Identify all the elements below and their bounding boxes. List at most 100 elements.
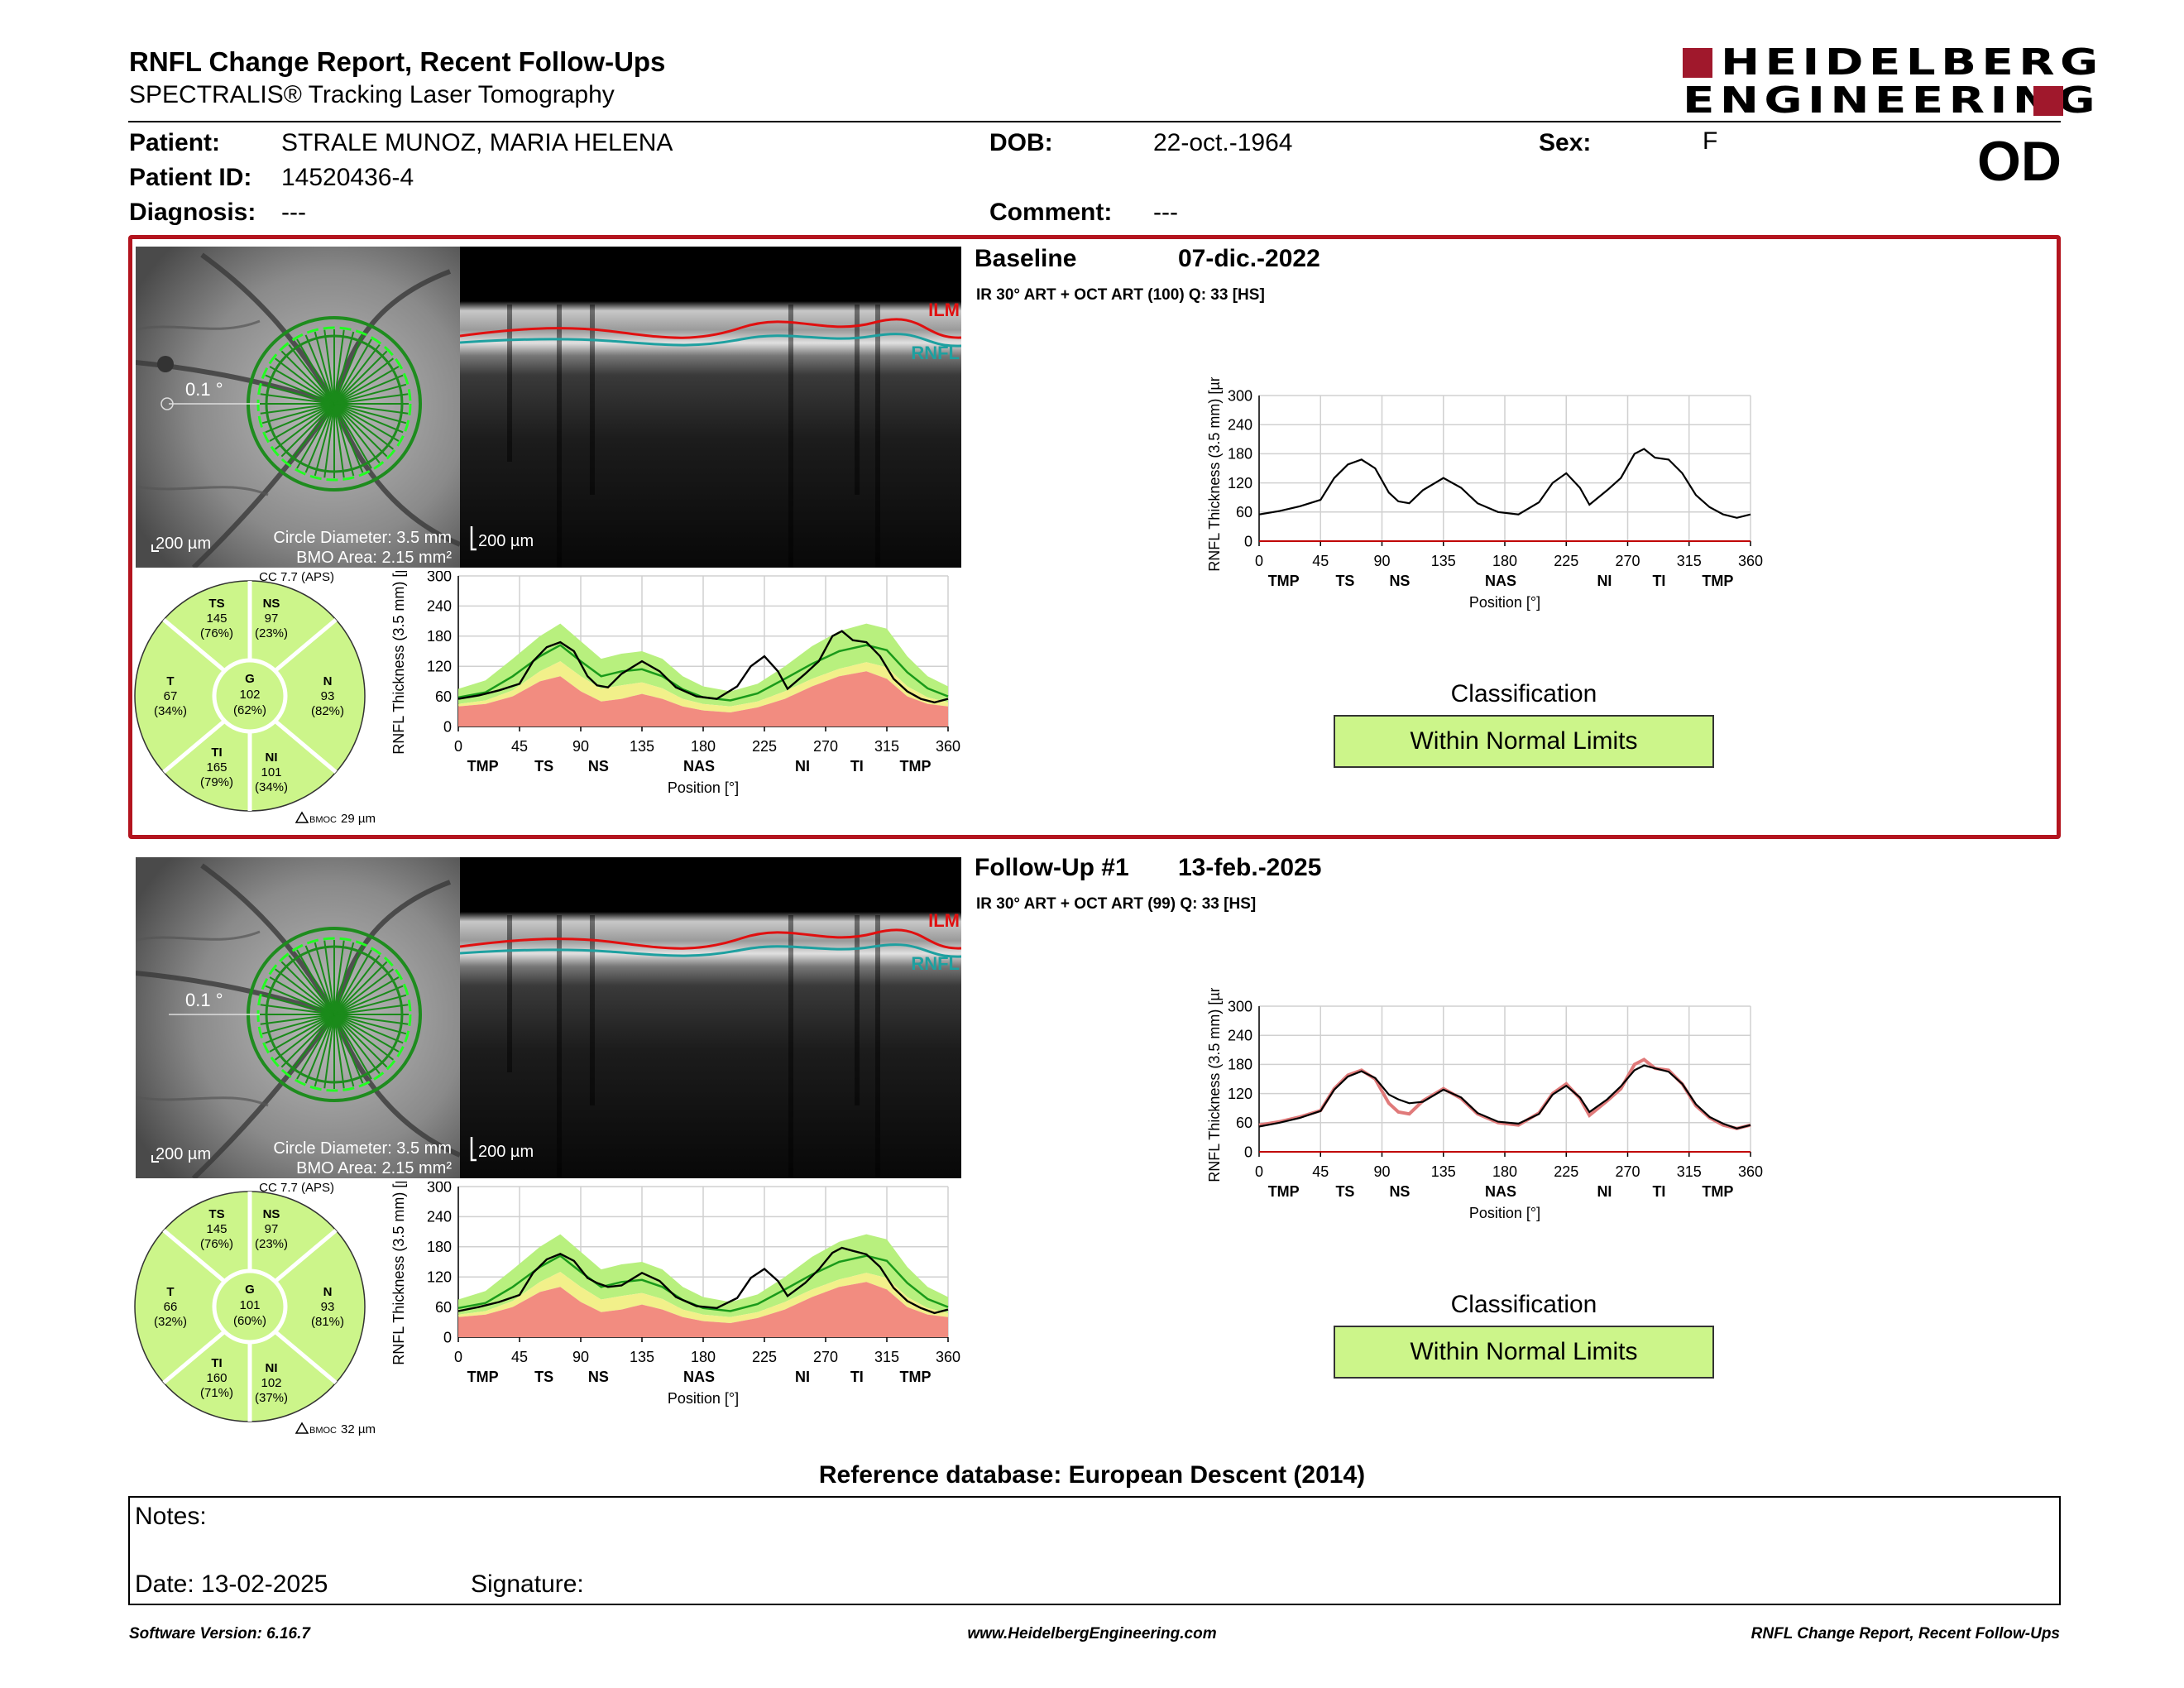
sector-t-value: 67 xyxy=(164,689,178,703)
sector-axis-label: NAS xyxy=(1485,573,1516,589)
logo-line-2: ENGINEERING xyxy=(1683,79,2100,122)
y-tick-label: 240 xyxy=(1228,417,1252,434)
circle-diameter-label: Circle Diameter: 3.5 mm xyxy=(273,529,452,547)
y-axis-title: RNFL Thickness (3.5 mm) [µm] xyxy=(390,571,407,755)
x-tick-label: 90 xyxy=(1373,553,1390,569)
sector-t-pct: (32%) xyxy=(154,1315,187,1329)
sector-n-pct: (81%) xyxy=(311,1315,344,1329)
sector-n-value: 93 xyxy=(321,1300,335,1314)
x-tick-label: 180 xyxy=(1492,1163,1517,1180)
cc-label: CC 7.7 (APS) xyxy=(259,570,334,584)
sector-ns-value: 97 xyxy=(265,611,279,626)
x-tick-label: 225 xyxy=(1554,1163,1578,1180)
sector-ti-label: TI xyxy=(211,1356,222,1370)
sector-ni-value: 102 xyxy=(261,1376,281,1390)
sector-g-pct: (62%) xyxy=(233,703,266,717)
classification-result: Within Normal Limits xyxy=(1334,1326,1714,1379)
x-tick-label: 0 xyxy=(454,1349,462,1365)
date-label: Date: 13-02-2025 xyxy=(135,1571,328,1598)
patient-id-label: Patient ID: xyxy=(129,164,252,191)
logo-square-top xyxy=(1683,48,1712,78)
sector-axis-label: TS xyxy=(1335,1183,1354,1200)
notes-label: Notes: xyxy=(135,1503,207,1530)
sector-n-pct: (82%) xyxy=(311,704,344,718)
exam-label: Follow-Up #1 xyxy=(975,854,1129,881)
diagnosis-value: --- xyxy=(281,199,306,226)
cc-label: CC 7.7 (APS) xyxy=(259,1181,334,1195)
logo-line-1: HEIDELBERG xyxy=(1721,41,2104,84)
y-tick-label: 180 xyxy=(427,628,452,645)
sector-g-pct: (60%) xyxy=(233,1314,266,1328)
delta-icon xyxy=(295,1422,309,1434)
x-tick-label: 135 xyxy=(1431,1163,1456,1180)
sector-axis-label: NS xyxy=(588,1369,609,1385)
sector-t-label: T xyxy=(166,674,174,688)
sector-ns-value: 97 xyxy=(265,1222,279,1236)
rnfl-profile-chart: 0 60 120 180 240 300 0 45 90 135 180 225 270 315 360 TM… xyxy=(1206,377,1763,611)
x-tick-label: 0 xyxy=(454,738,462,755)
x-tick-label: 315 xyxy=(874,1349,899,1365)
fundus-angle-label: 0.1 ° xyxy=(185,990,223,1010)
bmoc-value: 29 µm xyxy=(341,812,376,826)
outside-band xyxy=(458,671,948,727)
x-tick-label: 45 xyxy=(511,738,528,755)
baseline-frame xyxy=(128,235,2061,839)
sector-ts-pct: (76%) xyxy=(200,1237,233,1251)
sector-ti-pct: (71%) xyxy=(200,1386,233,1400)
y-tick-label: 120 xyxy=(1228,1086,1252,1102)
y-tick-label: 180 xyxy=(1228,1057,1252,1073)
x-tick-label: 315 xyxy=(1677,553,1702,569)
sector-axis-label: NAS xyxy=(1485,1183,1516,1200)
notes-box[interactable]: Notes: Date: 13-02-2025 Signature: xyxy=(128,1496,2061,1605)
report-title: RNFL Change Report, Recent Follow-Ups xyxy=(129,46,666,77)
y-tick-label: 60 xyxy=(1236,504,1252,520)
sector-chart: CC 7.7 (APS) TS 145 (76%) NS 97 (23%) T … xyxy=(134,570,376,826)
x-tick-label: 0 xyxy=(1255,553,1263,569)
sector-ts-label: TS xyxy=(208,1207,224,1221)
rnfl-label: RNFL xyxy=(911,343,960,363)
x-tick-label: 180 xyxy=(691,738,716,755)
y-tick-label: 120 xyxy=(427,1269,452,1286)
website-link[interactable]: www.HeidelbergEngineering.com xyxy=(967,1625,1217,1642)
signature-label: Signature: xyxy=(471,1571,584,1598)
fundus-image[interactable]: 0.1 ° 200 µm Circle Diameter: 3.5 mm BMO… xyxy=(136,247,460,568)
oct-bscan[interactable]: ILM RNFL 200 µm xyxy=(460,857,961,1178)
x-tick-label: 315 xyxy=(874,738,899,755)
x-tick-label: 45 xyxy=(511,1349,528,1365)
sector-g-value: 101 xyxy=(239,1298,260,1312)
sector-g-label: G xyxy=(245,672,255,686)
sector-ni-pct: (34%) xyxy=(255,780,288,794)
x-tick-label: 135 xyxy=(630,1349,654,1365)
sector-ns-label: NS xyxy=(263,597,280,611)
oct-bscan[interactable]: ILM RNFL 200 µm xyxy=(460,247,961,568)
y-tick-label: 240 xyxy=(1228,1028,1252,1044)
rnfl-label: RNFL xyxy=(911,953,960,974)
sector-ti-value: 165 xyxy=(206,760,227,774)
bmoc-value: 32 µm xyxy=(341,1422,376,1436)
sector-t-pct: (34%) xyxy=(154,704,187,718)
sector-axis-label: TMP xyxy=(1268,573,1300,589)
sector-ti-value: 160 xyxy=(206,1371,227,1385)
sector-ts-value: 145 xyxy=(206,611,227,626)
comment-label: Comment: xyxy=(989,199,1113,226)
comment-value: --- xyxy=(1153,199,1178,226)
y-tick-label: 60 xyxy=(435,688,452,705)
y-tick-label: 60 xyxy=(435,1299,452,1316)
sector-n-label: N xyxy=(323,674,333,688)
x-tick-label: 45 xyxy=(1312,553,1329,569)
ilm-label: ILM xyxy=(928,910,960,931)
x-tick-label: 180 xyxy=(691,1349,716,1365)
sector-axis-label: TMP xyxy=(467,758,499,774)
sector-axis-label: NS xyxy=(588,758,609,774)
x-tick-label: 135 xyxy=(1431,553,1456,569)
sector-axis-label: TMP xyxy=(900,758,932,774)
x-tick-label: 360 xyxy=(936,1349,960,1365)
sector-axis-label: TS xyxy=(1335,573,1354,589)
x-tick-label: 0 xyxy=(1255,1163,1263,1180)
normal-band xyxy=(458,1234,948,1317)
fundus-image[interactable]: 0.1 ° 200 µm Circle Diameter: 3.5 mm BMO… xyxy=(136,857,460,1178)
series-line-0 xyxy=(457,1246,949,1315)
exam-follow-up: 0.1 ° 200 µm Circle Diameter: 3.5 mm BMO… xyxy=(0,611,2184,1455)
series-line-1 xyxy=(1258,1064,1751,1129)
sector-ts-label: TS xyxy=(208,597,224,611)
